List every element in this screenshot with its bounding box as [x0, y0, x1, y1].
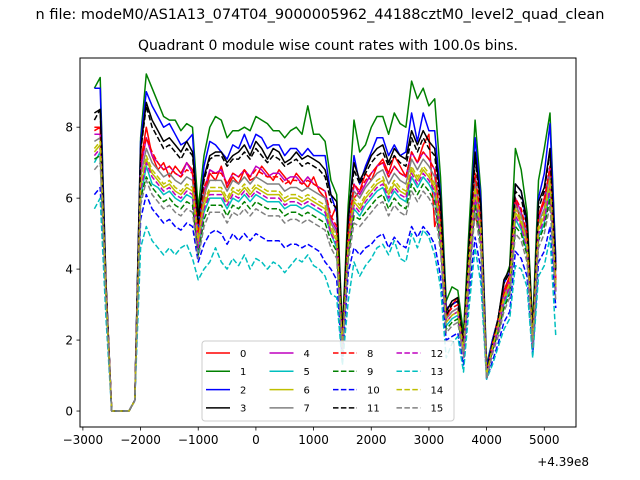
series-line-12	[93, 147, 557, 412]
series-line-13	[93, 197, 557, 412]
series-line-11	[93, 105, 557, 412]
x-tick-label: 1000	[298, 433, 329, 447]
series-line-14	[93, 140, 557, 412]
legend-label-12: 12	[431, 349, 444, 360]
series-line-2	[94, 87, 557, 412]
figure-suptitle: n file: modeM0/AS1A13_074T04_9000005962_…	[36, 7, 605, 23]
legend-label-4: 4	[304, 349, 310, 360]
legend-label-6: 6	[304, 385, 310, 396]
x-tick-label: −1000	[178, 433, 219, 447]
legend-box	[201, 340, 455, 422]
x-tick-label: −3000	[63, 433, 104, 447]
y-tick-label: 6	[65, 191, 73, 205]
legend-label-3: 3	[240, 404, 246, 415]
legend-label-10: 10	[367, 385, 380, 396]
legend-label-1: 1	[240, 367, 246, 378]
legend-label-15: 15	[431, 404, 444, 415]
y-tick-label: 8	[65, 120, 73, 134]
series-line-7	[94, 137, 557, 412]
series-line-10	[93, 186, 557, 412]
legend-label-7: 7	[304, 404, 310, 415]
legend-label-14: 14	[431, 385, 444, 396]
series-line-9	[94, 154, 557, 412]
series-layer	[93, 73, 557, 412]
y-axis: 0 2 4 6 8	[65, 120, 80, 418]
y-tick-label: 4	[65, 262, 73, 276]
legend-label-11: 11	[367, 404, 380, 415]
chart-title: Quadrant 0 module wise count rates with …	[138, 38, 518, 54]
x-tick-label: 0	[252, 433, 260, 447]
legend-label-0: 0	[240, 349, 246, 360]
legend-label-5: 5	[304, 367, 310, 378]
series-line-15	[93, 161, 557, 412]
legend-label-2: 2	[240, 385, 246, 396]
series-line-1	[93, 73, 557, 412]
plot-frame	[79, 57, 577, 428]
x-offset-label: +4.39e8	[537, 455, 589, 469]
y-tick-label: 2	[65, 333, 73, 347]
legend-label-13: 13	[431, 367, 444, 378]
y-tick-label: 0	[65, 404, 73, 418]
x-tick-label: 3000	[414, 433, 445, 447]
legend-label-9: 9	[367, 367, 373, 378]
legend-label-8: 8	[367, 349, 373, 360]
series-line-8	[94, 126, 557, 412]
x-tick-label: 4000	[471, 433, 502, 447]
x-tick-label: 5000	[529, 433, 560, 447]
x-tick-label: 2000	[356, 433, 387, 447]
x-axis: −3000 −2000 −1000 0 1000 2000 3000 4000 5000	[63, 427, 560, 447]
x-tick-label: −2000	[120, 433, 161, 447]
